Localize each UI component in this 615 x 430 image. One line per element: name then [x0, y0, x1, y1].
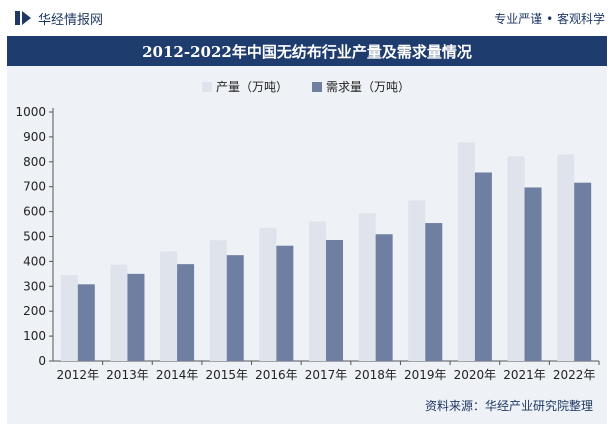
bar-demand-2018年 — [375, 234, 393, 361]
x-tick-label: 2013年 — [106, 368, 149, 382]
bar-production-2017年 — [309, 221, 326, 361]
y-tick-label: 400 — [23, 254, 46, 268]
tagline: 专业严谨 • 客观科学 — [494, 11, 605, 26]
x-tick-label: 2015年 — [205, 368, 248, 382]
y-tick-label: 0 — [38, 354, 46, 368]
x-tick-label: 2020年 — [454, 368, 497, 382]
chart-panel: 产量（万吨） 需求量（万吨） 0 100 200 300 400 500 600 700 800 90… — [7, 66, 607, 424]
bar-demand-2016年 — [276, 245, 294, 361]
x-tick-label: 2017年 — [305, 368, 348, 382]
brand-name: 华经情报网 — [38, 12, 104, 28]
bar-production-2019年 — [408, 200, 426, 361]
bar-demand-2013年 — [127, 273, 145, 361]
bar-demand-2019年 — [425, 223, 443, 361]
bar-demand-2014年 — [177, 264, 195, 361]
legend-swatch-2 — [312, 82, 322, 92]
bar-production-2022年 — [557, 154, 575, 361]
legend-swatch-1 — [202, 82, 212, 92]
y-tick-label: 1000 — [15, 105, 46, 119]
y-tick-label: 300 — [23, 279, 46, 293]
bar-production-2014年 — [160, 251, 178, 361]
bar-demand-2022年 — [574, 182, 592, 361]
bar-demand-2012年 — [77, 284, 95, 361]
chart-title: 2012-2022年中国无纺布行业产量及需求量情况 — [7, 36, 607, 66]
x-tick-label: 2021年 — [503, 368, 546, 382]
bar-demand-2020年 — [474, 172, 492, 361]
brand-logo-icon — [15, 11, 31, 25]
source-note: 资料来源：华经产业研究院整理 — [424, 399, 593, 413]
x-tick-label: 2019年 — [404, 368, 447, 382]
bar-demand-2017年 — [326, 239, 343, 361]
brand: 华经情报网 — [14, 9, 103, 28]
x-tick-label: 2022年 — [553, 368, 596, 382]
bar-production-2013年 — [110, 264, 128, 361]
y-tick-label: 700 — [23, 180, 46, 194]
y-tick-label: 200 — [23, 304, 46, 318]
x-tick-label: 2018年 — [354, 368, 397, 382]
x-tick-label: 2012年 — [57, 368, 100, 382]
bar-production-2020年 — [457, 142, 475, 361]
bar-production-2021年 — [507, 156, 525, 361]
bar-production-2015年 — [209, 240, 227, 361]
y-tick-label: 800 — [23, 155, 46, 169]
bar-production-2012年 — [60, 275, 78, 361]
y-tick-label: 600 — [23, 205, 46, 219]
x-tick-label: 2014年 — [156, 368, 199, 382]
bar-production-2016年 — [259, 227, 277, 361]
y-tick-label: 900 — [23, 130, 46, 144]
bar-production-2018年 — [358, 213, 376, 361]
top-bar: 华经情报网 专业严谨 • 客观科学 — [0, 0, 615, 36]
x-tick-label: 2016年 — [255, 368, 298, 382]
bar-demand-2021年 — [524, 187, 542, 361]
y-tick-label: 500 — [23, 230, 46, 244]
y-tick-label: 100 — [23, 329, 46, 343]
bar-demand-2015年 — [226, 255, 244, 361]
legend-label-2: 需求量（万吨） — [326, 80, 410, 94]
bar-chart: 产量（万吨） 需求量（万吨） 0 100 200 300 400 500 600 700 800 90… — [15, 80, 600, 382]
legend-label-1: 产量（万吨） — [216, 80, 288, 94]
